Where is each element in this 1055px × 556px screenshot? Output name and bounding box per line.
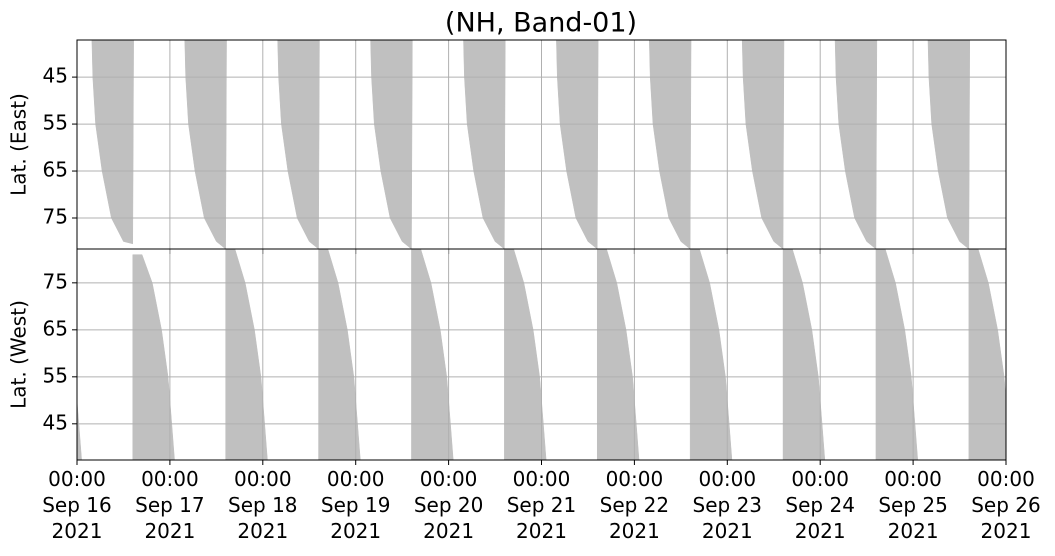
coverage-area (689, 249, 733, 460)
x-tick-label: 00:00 Sep 19 2021 (320, 467, 391, 543)
plot-area (91, 40, 971, 249)
x-tick-label: 00:00 Sep 22 2021 (599, 467, 670, 543)
y-tick-label: 65 (43, 158, 68, 182)
coverage-area (504, 249, 547, 460)
y-tick-label: 65 (43, 316, 68, 340)
x-tick-label: 00:00 Sep 21 2021 (506, 467, 577, 543)
x-tick-label: 00:00 Sep 25 2021 (878, 467, 948, 543)
plot-area (77, 249, 1006, 460)
y-tick-label: 45 (43, 410, 68, 434)
coverage-area (318, 249, 361, 460)
coverage-area (225, 249, 268, 460)
x-tick-label: 00:00 Sep 24 2021 (785, 467, 855, 543)
coverage-area (875, 249, 918, 460)
coverage-area (91, 40, 134, 245)
y-tick-label: 75 (43, 205, 68, 229)
coverage-area (77, 397, 82, 460)
x-tick-label: 00:00 Sep 26 2021 (971, 467, 1041, 543)
x-tick-label: 00:00 Sep 20 2021 (413, 467, 484, 543)
coverage-area (968, 249, 1006, 460)
y-tick-label: 55 (43, 363, 68, 387)
y-tick-label: 45 (43, 64, 68, 88)
panel-frame (76, 248, 1007, 461)
coverage-area (596, 249, 640, 460)
y-axis-label: Lat. (West) (7, 300, 31, 409)
y-axis-label: Lat. (East) (7, 93, 31, 196)
coverage-area (411, 249, 454, 460)
coverage-area (132, 254, 175, 460)
y-tick-label: 75 (43, 269, 68, 293)
y-tick-label: 55 (43, 111, 68, 135)
x-tick-label: 00:00 Sep 16 2021 (42, 467, 112, 543)
x-tick-label: 00:00 Sep 17 2021 (135, 467, 205, 543)
chart-title: (NH, Band-01) (445, 8, 637, 39)
coverage-area (782, 249, 826, 460)
x-tick-label: 00:00 Sep 23 2021 (692, 467, 763, 543)
x-tick-label: 00:00 Sep 18 2021 (228, 467, 298, 543)
